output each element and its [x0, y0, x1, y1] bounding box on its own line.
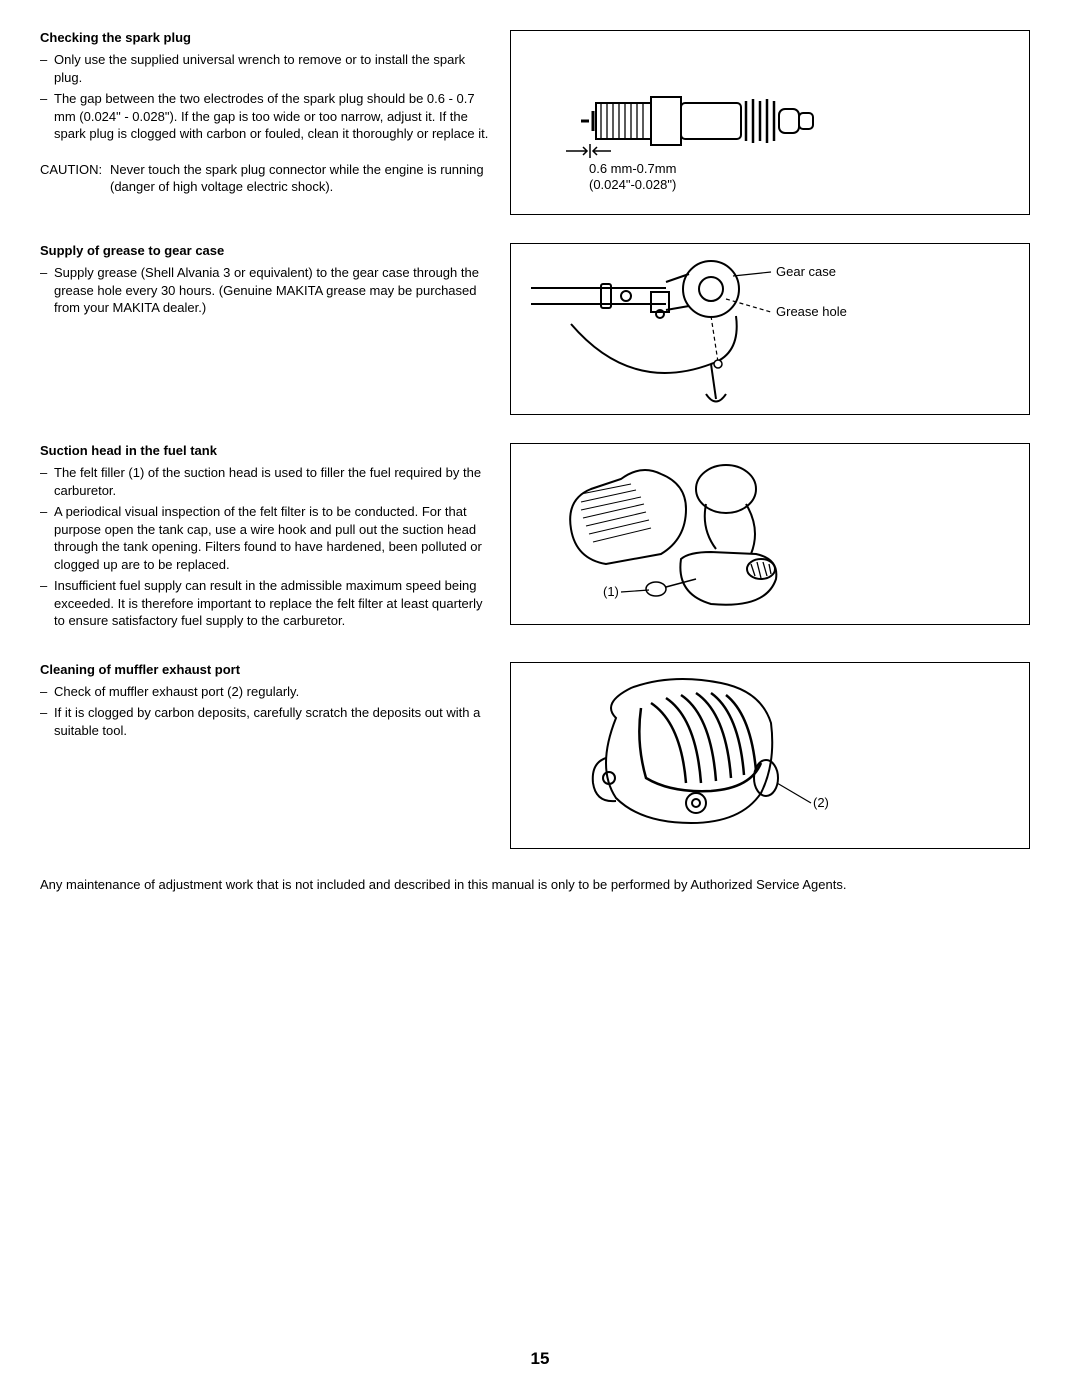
- heading-grease: Supply of grease to gear case: [40, 243, 490, 258]
- section-suction-head: Suction head in the fuel tank – The felt…: [40, 443, 1040, 634]
- bullet-item: – If it is clogged by carbon deposits, c…: [40, 704, 490, 739]
- figure-spark-plug: 0.6 mm-0.7mm (0.024"-0.028"): [510, 30, 1030, 215]
- figure-label-gap-mm: 0.6 mm-0.7mm: [589, 161, 676, 176]
- bullet-text: Insufficient fuel supply can result in t…: [54, 577, 490, 630]
- bullet-text: If it is clogged by carbon deposits, car…: [54, 704, 490, 739]
- heading-muffler: Cleaning of muffler exhaust port: [40, 662, 490, 677]
- fuel-tank-icon: [511, 444, 1029, 624]
- bullet-text: The gap between the two electrodes of th…: [54, 90, 490, 143]
- heading-spark-plug: Checking the spark plug: [40, 30, 490, 45]
- bullet-item: – The felt filler (1) of the suction hea…: [40, 464, 490, 499]
- figure-callout-2: (2): [813, 795, 829, 810]
- bullet-text: Only use the supplied universal wrench t…: [54, 51, 490, 86]
- figure-label-grease-hole: Grease hole: [776, 304, 847, 319]
- bullet-item: – Only use the supplied universal wrench…: [40, 51, 490, 86]
- figure-callout-1: (1): [603, 584, 619, 599]
- section-spark-plug: Checking the spark plug – Only use the s…: [40, 30, 1040, 215]
- bullet-item: – The gap between the two electrodes of …: [40, 90, 490, 143]
- bullet-text: Supply grease (Shell Alvania 3 or equiva…: [54, 264, 490, 317]
- gear-case-icon: [511, 244, 1029, 414]
- caution-text: Never touch the spark plug connector whi…: [110, 161, 490, 196]
- figure-label-gap-in: (0.024"-0.028"): [589, 177, 676, 192]
- figure-fuel-tank: (1): [510, 443, 1030, 625]
- bullet-item: – Supply grease (Shell Alvania 3 or equi…: [40, 264, 490, 317]
- bullet-text: A periodical visual inspection of the fe…: [54, 503, 490, 573]
- page-number: 15: [0, 1349, 1080, 1369]
- muffler-icon: [511, 663, 1029, 848]
- caution-block: CAUTION: Never touch the spark plug conn…: [40, 161, 490, 196]
- caution-label: CAUTION:: [40, 161, 110, 196]
- bullet-item: – Check of muffler exhaust port (2) regu…: [40, 683, 490, 701]
- bullet-text: Check of muffler exhaust port (2) regula…: [54, 683, 490, 701]
- bullet-item: – A periodical visual inspection of the …: [40, 503, 490, 573]
- figure-gear-case: Gear case Grease hole: [510, 243, 1030, 415]
- figure-label-gear-case: Gear case: [776, 264, 836, 279]
- heading-suction-head: Suction head in the fuel tank: [40, 443, 490, 458]
- footer-note: Any maintenance of adjustment work that …: [40, 877, 1040, 892]
- figure-muffler: (2): [510, 662, 1030, 849]
- section-grease: Supply of grease to gear case – Supply g…: [40, 243, 1040, 415]
- bullet-item: – Insufficient fuel supply can result in…: [40, 577, 490, 630]
- section-muffler: Cleaning of muffler exhaust port – Check…: [40, 662, 1040, 849]
- bullet-text: The felt filler (1) of the suction head …: [54, 464, 490, 499]
